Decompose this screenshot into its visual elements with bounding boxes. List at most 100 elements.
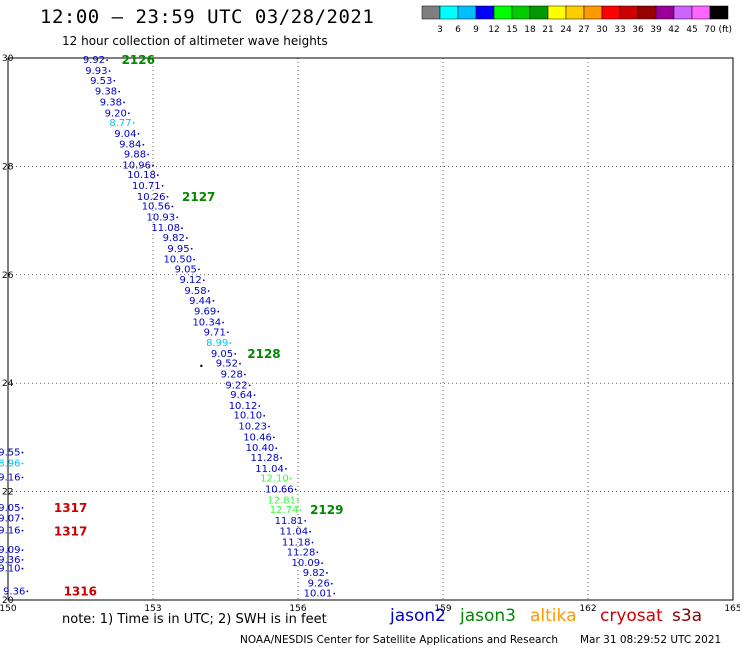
colorbar-label: 21 — [542, 25, 553, 35]
track-main-point — [147, 153, 150, 156]
track-main-value: 9.64 — [230, 390, 252, 401]
colorbar-label: 39 — [650, 25, 662, 35]
colorbar-label: 42 — [668, 25, 679, 35]
colorbar-label: 3 — [437, 25, 443, 35]
y-tick-label: 24 — [2, 379, 14, 389]
track-main-value: 10.46 — [243, 432, 272, 443]
track-main-point — [299, 509, 302, 511]
track-west-point — [21, 462, 24, 465]
track-main-point — [272, 436, 275, 439]
track-main-point — [222, 321, 224, 324]
colorbar-label: 33 — [614, 25, 625, 35]
track-main-point — [263, 414, 266, 417]
track-main-point — [275, 447, 278, 450]
track-main-point — [190, 247, 193, 250]
track-main-point — [326, 572, 328, 574]
track-main-point — [330, 582, 333, 585]
track-main-value: 9.28 — [221, 370, 243, 381]
chart-subtitle: 12 hour collection of altimeter wave hei… — [62, 34, 328, 48]
track-main-value: 9.53 — [90, 76, 112, 87]
track-west-value: 8.96 — [0, 458, 21, 469]
y-tick-label: 28 — [2, 162, 14, 172]
color-scale-bar: 3 6 9 12 15 18 21 24 27 30 33 36 39 42 45 70 (ft) — [421, 5, 732, 35]
colorbar-label: 6 — [455, 25, 461, 35]
track-main-value: 8.99 — [206, 338, 228, 349]
generated-timestamp: Mar 31 08:29:52 UTC 2021 — [580, 634, 722, 646]
track-main-value: 9.44 — [189, 296, 211, 307]
track-west-point — [26, 590, 29, 593]
track-main-point — [212, 299, 215, 302]
track-main-value: 9.58 — [184, 286, 206, 297]
track-main-value: 9.05 — [175, 264, 197, 275]
track-main-point — [156, 174, 159, 176]
track-main-value: 9.88 — [124, 149, 146, 160]
track-main-point — [142, 143, 145, 146]
track-main-value: 11.08 — [151, 223, 180, 234]
pass-number-label: 2126 — [122, 53, 155, 67]
track-main-value: 10.50 — [163, 255, 192, 266]
track-main-point — [239, 362, 241, 365]
track-west-value: 9.07 — [0, 514, 21, 525]
track-main-value: 9.95 — [167, 244, 189, 255]
track-main-point — [166, 195, 169, 198]
track-main-value: 10.23 — [238, 422, 267, 433]
track-main-value: 11.18 — [282, 538, 311, 549]
track-main-point — [229, 342, 232, 344]
pass-number-label: 2127 — [182, 190, 215, 204]
track-main-value: 10.71 — [132, 181, 161, 192]
y-tick-label: 26 — [2, 271, 14, 281]
colorbar-unit: (ft) — [718, 25, 732, 35]
track-main-point — [333, 592, 336, 595]
colorbar-label: 15 — [506, 25, 517, 35]
track-main-point — [161, 185, 164, 187]
track-main-value: 9.93 — [85, 66, 107, 77]
legend-jason2: jason2 — [390, 606, 446, 626]
y-tick-label: 22 — [2, 488, 13, 498]
track-main-value: 9.69 — [194, 307, 216, 318]
colorbar-label: 9 — [473, 25, 479, 35]
track-main-point — [202, 279, 205, 282]
colorbar-label: 27 — [578, 25, 589, 35]
track-main-point — [285, 467, 287, 470]
x-tick-label: 156 — [289, 604, 306, 612]
track-west-value: 9.09 — [0, 545, 21, 556]
track-main-point — [127, 112, 130, 115]
track-main-value: 10.26 — [137, 192, 166, 203]
track-main-value: 12.10 — [260, 474, 289, 485]
credit-line: NOAA/NESDIS Center for Satellite Applica… — [240, 634, 558, 646]
track-main-value: 9.20 — [105, 108, 127, 119]
track-west-value: 9.05 — [0, 503, 21, 514]
pass-number-label: 1317 — [54, 501, 87, 515]
track-west-value: 9.36 — [3, 586, 25, 597]
y-tick-label: 20 — [2, 596, 14, 606]
track-main-value: 10.66 — [265, 484, 294, 495]
track-west-point — [21, 529, 24, 532]
track-main-point — [258, 405, 261, 407]
track-main-point — [321, 562, 324, 565]
track-main-point — [106, 59, 108, 62]
track-main-point — [207, 290, 210, 292]
colorbar-swatch — [709, 5, 729, 20]
track-main-value: 9.04 — [114, 129, 136, 140]
track-west-value: 9.55 — [0, 448, 21, 459]
track-main-point — [316, 551, 319, 554]
track-main-point — [248, 384, 251, 387]
track-main-point — [113, 79, 116, 82]
track-main-value: 10.56 — [142, 202, 171, 213]
track-main-value: 10.18 — [127, 170, 156, 181]
track-west-point — [21, 506, 24, 509]
track-main-value: 10.01 — [304, 588, 333, 599]
track-main-point — [123, 101, 125, 104]
track-main-point — [181, 227, 183, 230]
track-main-value: 10.93 — [147, 212, 176, 223]
x-tick-label: 165 — [724, 604, 740, 612]
track-main-point — [304, 519, 307, 522]
colorbar-label: 12 — [488, 25, 499, 35]
track-main-value: 9.22 — [225, 380, 247, 391]
track-main-point — [297, 499, 299, 502]
track-main-value: 10.10 — [234, 411, 263, 422]
track-main-value: 11.28 — [250, 453, 279, 464]
track-main-value: 10.40 — [246, 443, 275, 454]
chart-title: 12:00 – 23:59 UTC 03/28/2021 — [40, 6, 375, 28]
